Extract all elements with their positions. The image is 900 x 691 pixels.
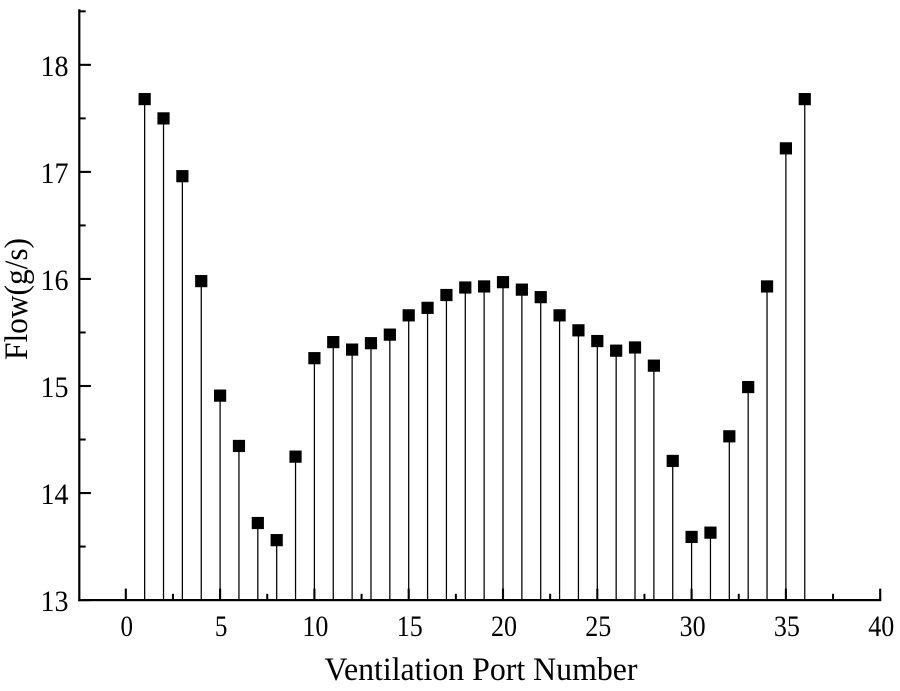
svg-text:30: 30 xyxy=(680,610,706,643)
svg-text:35: 35 xyxy=(774,610,800,643)
svg-text:5: 5 xyxy=(215,610,228,643)
svg-text:0: 0 xyxy=(121,610,134,643)
svg-text:20: 20 xyxy=(491,610,517,643)
svg-text:14: 14 xyxy=(41,478,69,511)
svg-text:25: 25 xyxy=(585,610,611,643)
svg-text:17: 17 xyxy=(41,157,69,190)
svg-text:10: 10 xyxy=(302,610,328,643)
svg-text:15: 15 xyxy=(41,371,69,404)
svg-text:15: 15 xyxy=(397,610,423,643)
svg-text:16: 16 xyxy=(41,264,69,297)
svg-text:40: 40 xyxy=(868,610,894,643)
svg-text:Ventilation Port Number: Ventilation Port Number xyxy=(325,652,638,688)
svg-text:Flow(g/s): Flow(g/s) xyxy=(0,238,35,360)
svg-text:18: 18 xyxy=(41,50,69,83)
svg-text:13: 13 xyxy=(41,585,69,618)
